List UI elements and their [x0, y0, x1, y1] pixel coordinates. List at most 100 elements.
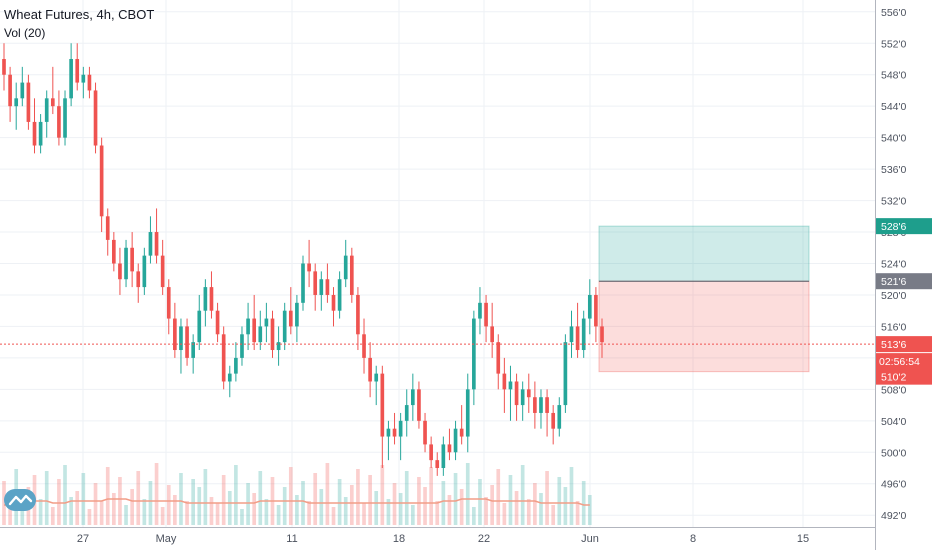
- chart-title: Wheat Futures, 4h, CBOT: [4, 7, 155, 22]
- candle-body: [325, 279, 330, 295]
- candle-body: [313, 271, 318, 295]
- candle-body: [203, 287, 208, 311]
- x-tick-label: 11: [286, 533, 297, 545]
- volume-bar: [75, 491, 80, 525]
- volume-bar: [575, 501, 580, 525]
- volume-bar: [240, 509, 244, 525]
- candle-body: [343, 255, 348, 280]
- volume-bar: [587, 495, 592, 525]
- y-tick-label: 548'0: [881, 70, 907, 82]
- y-tick-label: 552'0: [881, 38, 907, 50]
- volume-bar: [356, 469, 360, 525]
- volume-bar: [447, 495, 452, 525]
- y-tick-label: 516'0: [881, 321, 907, 333]
- volume-bar: [93, 483, 98, 525]
- chart-legend: Wheat Futures, 4h, CBOT Vol (20): [4, 6, 154, 42]
- volume-bar: [545, 471, 549, 525]
- volume-bar: [459, 489, 464, 525]
- candle-body: [502, 373, 507, 390]
- position-tool: [598, 225, 810, 373]
- volume-bar: [264, 499, 269, 525]
- volume-bar: [502, 503, 507, 525]
- volume-bar: [38, 499, 43, 525]
- candle-body: [551, 412, 556, 429]
- candle-body: [166, 287, 171, 319]
- candle-body: [191, 342, 195, 358]
- volume-bar: [246, 483, 250, 525]
- candle-body: [44, 98, 49, 122]
- tradingview-logo-icon: [4, 489, 36, 511]
- volume-bar: [465, 463, 470, 525]
- volume-bar: [496, 469, 501, 525]
- volume-bar: [417, 477, 421, 525]
- volume-bar: [508, 475, 513, 525]
- x-tick-label: 22: [478, 533, 490, 545]
- y-tick-label: 508'0: [881, 384, 907, 396]
- y-tick-label: 540'0: [881, 133, 907, 145]
- volume-bar: [551, 505, 556, 525]
- volume-bar: [130, 489, 134, 525]
- volume-bar: [154, 463, 159, 525]
- candle-body: [93, 90, 98, 146]
- volume-bar: [411, 505, 415, 525]
- volume-bars: [2, 463, 592, 525]
- entry-price-tag-bg: [876, 273, 932, 290]
- candle-body: [514, 381, 519, 406]
- volume-bar: [368, 475, 372, 525]
- volume-bar: [331, 507, 336, 525]
- volume-bar: [282, 487, 287, 525]
- volume-bar: [429, 467, 433, 525]
- candle-body: [459, 428, 464, 437]
- candle-body: [282, 310, 287, 343]
- volume-bar: [362, 503, 366, 525]
- volume-bar: [69, 497, 73, 525]
- y-tick-label: 556'0: [881, 7, 907, 19]
- y-tick-label: 536'0: [881, 164, 907, 176]
- candle-body: [270, 318, 275, 351]
- volume-bar: [478, 479, 482, 525]
- target-price-tag: 528'6: [881, 221, 907, 233]
- volume-indicator-label: Vol (20): [4, 26, 46, 40]
- candle-body: [545, 397, 549, 413]
- volume-bar: [124, 505, 128, 525]
- candle-body: [392, 428, 397, 437]
- candle-body: [404, 405, 409, 421]
- candle-body: [423, 420, 427, 445]
- volume-bar: [539, 493, 543, 525]
- candle-body: [581, 318, 586, 351]
- volume-bar: [435, 501, 440, 525]
- candle-body: [575, 326, 580, 351]
- volume-bar: [191, 479, 195, 525]
- candle-body: [288, 310, 293, 327]
- volume-bar: [374, 491, 379, 525]
- y-tick-label: 520'0: [881, 290, 907, 302]
- volume-bar: [295, 495, 299, 525]
- volume-bar: [313, 473, 318, 525]
- countdown-tag-bg: [876, 353, 932, 370]
- x-tick-label: 8: [690, 533, 696, 545]
- volume-bar: [148, 481, 153, 525]
- entry-price-tag: 521'6: [881, 276, 907, 288]
- candle-body: [539, 397, 543, 413]
- candle-body: [319, 279, 324, 295]
- candles: [2, 43, 604, 476]
- volume-bar: [142, 499, 147, 525]
- candle-body: [227, 373, 232, 382]
- volume-bar: [209, 497, 214, 525]
- volume-bar: [118, 477, 122, 525]
- volume-bar: [398, 493, 403, 525]
- volume-bar: [337, 479, 342, 525]
- volume-bar: [301, 481, 305, 525]
- candle-body: [173, 318, 177, 351]
- candle-body: [533, 397, 537, 413]
- candle-body: [594, 294, 598, 327]
- candle-body: [478, 302, 482, 319]
- candle-body: [87, 74, 92, 91]
- volume-bar: [404, 471, 409, 525]
- candle-body: [417, 389, 421, 421]
- volume-bar: [490, 485, 494, 525]
- y-tick-label: 500'0: [881, 447, 907, 459]
- volume-bar: [472, 507, 476, 525]
- volume-bar: [392, 483, 397, 525]
